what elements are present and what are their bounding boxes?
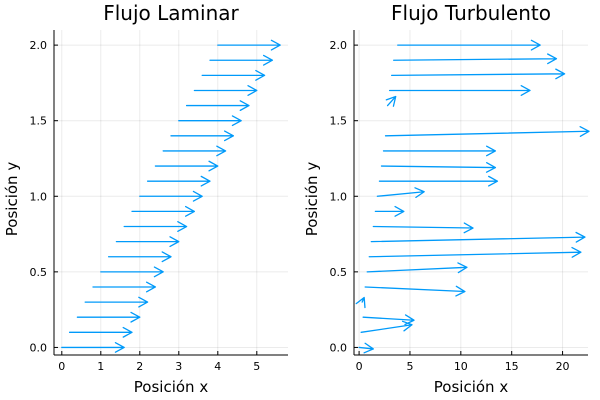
turbulent-velocity-arrow xyxy=(380,161,497,173)
laminar-velocity-arrow xyxy=(61,341,125,353)
laminar-chart-title: Flujo Laminar xyxy=(103,1,239,25)
turbulent-velocity-arrow xyxy=(390,68,566,80)
turbulent-velocity-arrow xyxy=(385,95,397,107)
turbulent-velocity-arrow xyxy=(384,126,590,137)
turbulent-x-tick-label: 15 xyxy=(505,360,519,373)
laminar-velocity-arrow xyxy=(68,326,133,338)
laminar-y-axis-label: Posición y xyxy=(3,162,21,237)
laminar-velocity-arrow xyxy=(185,100,250,112)
turbulent-velocity-arrow xyxy=(355,296,366,309)
turbulent-velocity-arrow xyxy=(388,85,531,96)
laminar-velocity-arrow xyxy=(146,175,211,187)
laminar-velocity-arrow xyxy=(170,130,235,142)
laminar-velocity-arrow xyxy=(162,145,227,157)
laminar-x-tick-label: 2 xyxy=(136,360,143,373)
laminar-velocity-arrow xyxy=(178,115,242,127)
laminar-velocity-arrow xyxy=(123,221,188,232)
laminar-velocity-arrow xyxy=(100,266,164,278)
turbulent-velocity-arrow xyxy=(376,187,425,199)
turbulent-velocity-arrow xyxy=(374,205,405,217)
laminar-x-tick-label: 3 xyxy=(175,360,182,373)
laminar-y-tick-label: 1.0 xyxy=(30,190,48,203)
turbulent-velocity-arrow xyxy=(358,342,374,354)
laminar-velocity-arrow xyxy=(131,205,196,217)
laminar-x-tick-label: 5 xyxy=(253,360,260,373)
turbulent-x-tick-label: 0 xyxy=(356,360,363,373)
laminar-velocity-arrow xyxy=(154,160,219,172)
turbulent-chart-title: Flujo Turbulento xyxy=(391,1,551,25)
turbulent-x-tick-label: 10 xyxy=(454,360,468,373)
laminar-x-tick-label: 1 xyxy=(97,360,104,373)
laminar-velocity-arrow xyxy=(217,39,281,51)
turbulent-y-tick-label: 0.5 xyxy=(330,266,348,279)
laminar-velocity-arrow xyxy=(76,311,141,323)
laminar-velocity-arrow xyxy=(193,85,258,96)
laminar-y-tick-label: 0.5 xyxy=(30,266,48,279)
turbulent-velocity-arrow xyxy=(360,320,413,333)
laminar-flow-panel: Flujo Laminar Posición x Posición y 0 1 2 3… xyxy=(3,1,288,396)
laminar-velocity-arrow xyxy=(92,281,157,293)
turbulent-y-tick-label: 1.5 xyxy=(330,115,348,128)
turbulent-velocity-arrow xyxy=(372,222,474,234)
turbulent-velocity-arrow xyxy=(364,285,466,297)
turbulent-y-tick-label: 0.0 xyxy=(330,341,348,354)
laminar-velocity-arrow xyxy=(107,251,172,263)
laminar-velocity-arrow xyxy=(84,296,149,308)
turbulent-y-tick-label: 1.0 xyxy=(330,190,348,203)
turbulent-x-tick-label: 5 xyxy=(406,360,413,373)
laminar-y-tick-label: 0.0 xyxy=(30,341,48,354)
turbulent-velocity-arrow xyxy=(366,262,468,274)
turbulent-velocity-arrow xyxy=(378,175,499,187)
laminar-velocity-arrow xyxy=(139,190,203,202)
turbulent-velocity-arrow xyxy=(370,231,586,243)
turbulent-flow-panel: Flujo Turbulento Posición x Posición y 0… xyxy=(303,1,590,396)
turbulent-x-tick-label: 20 xyxy=(556,360,570,373)
laminar-y-tick-label: 1.5 xyxy=(30,115,48,128)
turbulent-velocity-arrow xyxy=(382,145,497,157)
turbulent-velocity-arrow xyxy=(397,39,541,51)
laminar-velocity-arrow xyxy=(209,54,274,66)
laminar-x-tick-label: 0 xyxy=(58,360,65,373)
laminar-x-axis-label: Posición x xyxy=(134,378,209,396)
laminar-velocity-arrow xyxy=(201,69,266,81)
turbulent-x-axis-label: Posición x xyxy=(434,378,509,396)
turbulent-velocity-arrow xyxy=(362,314,415,326)
turbulent-velocity-arrow xyxy=(368,246,582,258)
laminar-x-tick-label: 4 xyxy=(214,360,221,373)
turbulent-y-tick-label: 2.0 xyxy=(330,39,348,52)
turbulent-y-axis-label: Posición y xyxy=(303,162,321,237)
laminar-y-tick-label: 2.0 xyxy=(30,39,48,52)
laminar-velocity-arrow xyxy=(115,236,180,248)
turbulent-velocity-arrow xyxy=(393,53,558,65)
